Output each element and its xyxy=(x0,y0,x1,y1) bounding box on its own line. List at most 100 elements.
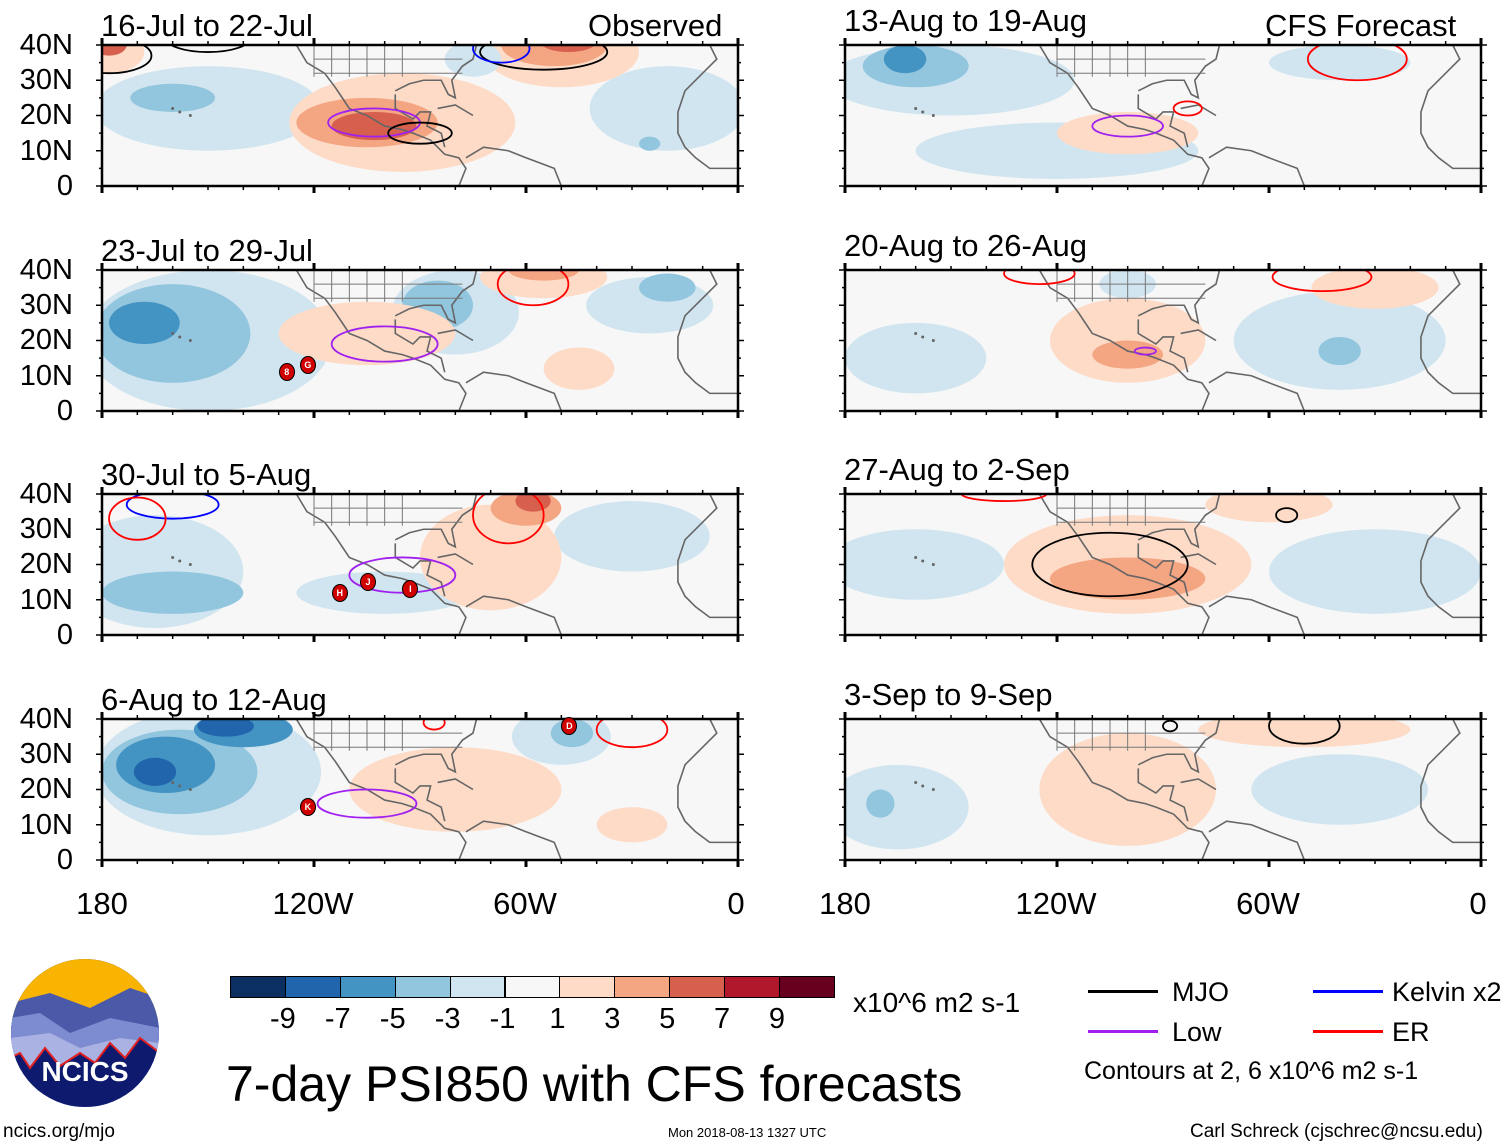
coastline xyxy=(394,45,478,100)
island xyxy=(931,563,935,566)
colorbar-swatch xyxy=(504,976,561,998)
tropical-cyclone-icon: 8 xyxy=(278,363,295,382)
island xyxy=(171,331,175,335)
coastline xyxy=(465,595,563,635)
lat-label: 30N xyxy=(19,64,73,97)
tropical-cyclone-icon: I xyxy=(402,580,419,599)
contour-line xyxy=(1003,270,1076,285)
contour-line xyxy=(316,788,418,819)
colorbar-swatch xyxy=(779,976,835,998)
anomaly-shading xyxy=(1251,754,1428,825)
legend-line-mjo xyxy=(1088,990,1158,993)
anomaly-shading xyxy=(554,501,710,572)
lat-label: 0 xyxy=(56,843,73,876)
coastline xyxy=(1420,494,1481,619)
lat-label: 30N xyxy=(19,289,73,322)
footer-url[interactable]: ncics.org/mjo xyxy=(3,1121,115,1142)
colorbar-label: 5 xyxy=(659,1003,676,1035)
anomaly-shading xyxy=(133,757,177,786)
coastline xyxy=(1208,146,1306,186)
coastline xyxy=(1180,104,1217,117)
colorbar-swatch xyxy=(230,976,286,998)
anomaly-shading xyxy=(349,747,562,832)
coastline xyxy=(295,270,467,411)
legend-label: ER xyxy=(1392,1017,1430,1047)
colorbar-swatch xyxy=(724,976,780,998)
lat-label: 20N xyxy=(19,548,73,581)
coastline xyxy=(437,329,474,342)
contours-note: Contours at 2, 6 x10^6 m2 s-1 xyxy=(1084,1057,1419,1085)
coastline xyxy=(394,270,478,325)
anomaly-shading xyxy=(331,111,417,141)
anomaly-shading xyxy=(480,270,608,299)
colorbar-label: -5 xyxy=(379,1003,406,1035)
anomaly-shading xyxy=(883,45,927,74)
footer-timestamp: Mon 2018-08-13 1327 UTC xyxy=(668,1125,827,1140)
anomaly-shading xyxy=(541,45,596,53)
lat-label: 40N xyxy=(19,703,73,735)
contour-line xyxy=(1271,270,1373,293)
island xyxy=(921,335,925,339)
coastline xyxy=(1038,719,1210,860)
anomaly-shading xyxy=(508,270,579,281)
island xyxy=(188,114,192,117)
coastline xyxy=(1137,270,1221,325)
contour-line xyxy=(960,494,1048,502)
colorbar-swatch xyxy=(559,976,616,998)
map-panel-observed-1 xyxy=(96,38,744,193)
colorbar-swatch xyxy=(669,976,726,998)
lat-label: 30N xyxy=(19,513,73,546)
coastline xyxy=(394,719,478,774)
coastline xyxy=(465,146,563,186)
contour-line xyxy=(102,45,153,75)
lat-label: 10N xyxy=(19,808,73,841)
coastline xyxy=(1038,270,1210,411)
panel-title: 20-Aug to 26-Aug xyxy=(844,228,1088,263)
tropical-cyclone-icon: D xyxy=(561,717,578,736)
anomaly-shading xyxy=(1049,557,1206,600)
contour-line xyxy=(348,556,457,594)
colorbar-label: 1 xyxy=(549,1003,566,1035)
map-content xyxy=(102,45,738,186)
coastline xyxy=(295,719,467,860)
anomaly-shading xyxy=(102,66,322,151)
coastline xyxy=(1208,820,1306,860)
map-svg xyxy=(96,38,744,193)
coastline xyxy=(1137,494,1221,549)
contour-line xyxy=(1268,719,1341,745)
anomaly-shading xyxy=(1057,111,1199,155)
anomaly-shading xyxy=(102,45,127,56)
coastline xyxy=(677,494,738,619)
map-svg xyxy=(839,712,1487,867)
coastline xyxy=(394,768,446,822)
coastline xyxy=(677,45,738,170)
coastline xyxy=(465,371,563,411)
map-svg xyxy=(839,38,1487,193)
coastline xyxy=(437,778,474,791)
panel-title: 27-Aug to 2-Sep xyxy=(844,452,1070,487)
lat-label: 10N xyxy=(19,359,73,392)
colorbar-swatch xyxy=(614,976,671,998)
colorbar-units: x10^6 m2 s-1 xyxy=(853,987,1021,1018)
contour-line xyxy=(1133,346,1157,356)
legend-line-low xyxy=(1088,1030,1158,1033)
tropical-cyclone-icon: G xyxy=(299,356,316,375)
lon-label: 60W xyxy=(493,886,557,921)
lat-label: 40N xyxy=(19,254,73,286)
colorbar-swatch xyxy=(339,976,396,998)
coastline xyxy=(1208,595,1306,635)
anomaly-shading xyxy=(1269,45,1411,81)
island xyxy=(914,555,918,559)
contour-line xyxy=(595,719,669,749)
anomaly-shading xyxy=(543,347,615,390)
anomaly-shading xyxy=(197,719,254,737)
anomaly-shading xyxy=(444,45,502,77)
legend-label: MJO xyxy=(1172,977,1229,1007)
island xyxy=(914,331,918,335)
anomaly-shading xyxy=(278,301,456,366)
lon-label: 0 xyxy=(727,886,745,921)
contour-line xyxy=(496,270,570,307)
coastline xyxy=(394,494,478,549)
anomaly-shading xyxy=(109,301,180,345)
